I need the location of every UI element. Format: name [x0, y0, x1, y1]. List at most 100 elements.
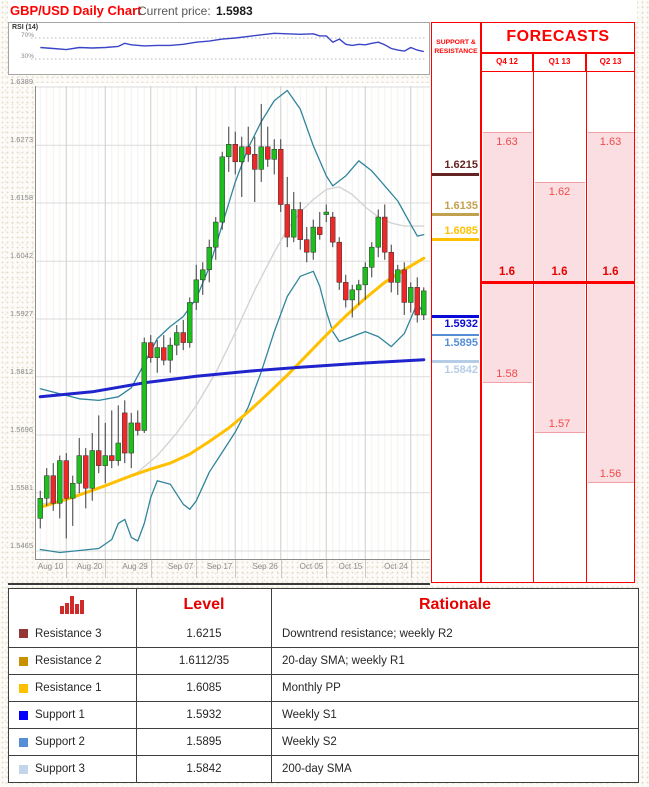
- candle-body: [102, 455, 108, 466]
- candle-body: [44, 475, 50, 499]
- x-axis-tick: [66, 560, 68, 578]
- level-name: Support 3: [35, 763, 85, 775]
- level-value-cell: 1.6112/35: [137, 647, 272, 674]
- forecast-colhead-q1-13: Q1 13: [533, 53, 586, 72]
- x-axis-label: Oct 24: [384, 562, 408, 571]
- candle-body: [310, 226, 316, 253]
- level-name: Resistance 3: [35, 627, 102, 640]
- table-row: Support 3 1.5842 200-day SMA: [9, 755, 638, 782]
- x-axis-label: Oct 05: [299, 562, 324, 571]
- candle-body: [83, 455, 89, 489]
- level-name: Support 1: [35, 709, 85, 721]
- forecast-central-label: 1.6: [551, 266, 568, 279]
- candle-body: [37, 498, 43, 519]
- forecast-central-label: 1.6: [602, 266, 619, 279]
- table-icon-cell: [9, 589, 137, 620]
- level-swatch: [19, 683, 28, 693]
- plot-background: [35, 83, 430, 560]
- candle-body: [252, 154, 258, 170]
- candle-body: [362, 267, 368, 286]
- level-value-cell: 1.5842: [137, 755, 272, 782]
- table-row: Support 2 1.5895 Weekly S2: [9, 728, 638, 755]
- level-rationale-cell: Downtrend resistance; weekly R2: [272, 620, 638, 647]
- x-axis-label: Aug 20: [76, 562, 103, 571]
- bar-chart-icon: [60, 595, 85, 614]
- support-resistance-header: SUPPORT & RESISTANCE: [431, 38, 481, 56]
- x-axis-label: Sep 07: [167, 562, 194, 571]
- candle-body: [258, 146, 264, 170]
- current-price-label: Current price:: [138, 4, 211, 18]
- table-row: Resistance 2 1.6112/35 20-day SMA; weekly …: [9, 647, 638, 674]
- level-swatch: [19, 737, 28, 747]
- level-column-header: Level: [137, 589, 272, 620]
- candle-body: [187, 302, 193, 343]
- level-rationale-cell: Monthly PP: [272, 674, 638, 701]
- x-axis-tick: [235, 560, 237, 578]
- sr-level-label-1.5842: 1.5842: [444, 363, 478, 376]
- current-price-value: 1.5983: [216, 4, 253, 18]
- y-axis-label: 1.5581: [10, 482, 33, 492]
- candle-body: [369, 246, 375, 268]
- rsi-line: [40, 32, 424, 53]
- x-axis-tick: [410, 560, 412, 578]
- bar-icon-bar: [65, 603, 69, 614]
- candle-body: [265, 146, 271, 160]
- x-axis-tick: [280, 560, 282, 578]
- y-axis-label: 1.6389: [10, 77, 33, 86]
- level-name: Support 2: [35, 736, 85, 748]
- sr-level-line-1.6085: [432, 238, 479, 241]
- candle-body: [291, 209, 297, 238]
- forecasts-title: FORECASTS: [481, 22, 635, 53]
- candle-body: [206, 246, 212, 271]
- candle-body: [356, 284, 362, 291]
- sr-level-line-1.5842: [432, 360, 479, 363]
- candle-body: [193, 279, 199, 303]
- level-name: Resistance 1: [35, 682, 102, 694]
- level-name-cell: Resistance 2: [9, 647, 137, 674]
- forecast-central-label: 1.6: [499, 266, 515, 279]
- candle-body: [226, 143, 232, 158]
- candle-body: [180, 332, 186, 343]
- forecast-low-label: 1.57: [548, 417, 571, 430]
- candle-body: [382, 216, 388, 253]
- level-value-cell: 1.6085: [137, 674, 272, 701]
- x-axis-label: Aug 29: [122, 562, 148, 571]
- candle-body: [271, 149, 277, 160]
- y-axis-label: 1.5927: [10, 309, 33, 318]
- y-axis-label: 1.5465: [10, 541, 33, 550]
- forecast-low-label: 1.56: [599, 468, 622, 481]
- candle-body: [278, 149, 284, 205]
- candle-body: [388, 251, 394, 283]
- candlestick-chart: [35, 83, 430, 560]
- candle-body: [57, 460, 63, 504]
- level-name-cell: Resistance 1: [9, 674, 137, 701]
- y-axis-label: 1.5812: [10, 366, 33, 376]
- candle-body: [245, 146, 251, 155]
- candle-body: [122, 412, 128, 454]
- candle-body: [148, 342, 154, 358]
- x-axis-label: Sep 26: [252, 562, 278, 571]
- forecast-central-line: [481, 280, 635, 284]
- x-axis-tick: [105, 560, 107, 578]
- candle-body: [336, 241, 342, 283]
- sr-level-label-1.6085: 1.6085: [444, 224, 478, 237]
- x-axis-label: Oct 15: [338, 562, 363, 571]
- candle-body: [76, 455, 82, 484]
- y-axis-label: 1.5696: [10, 425, 33, 434]
- candle-body: [89, 450, 95, 489]
- level-value-cell: 1.6215: [137, 620, 272, 647]
- level-swatch: [19, 656, 28, 666]
- candle-body: [63, 460, 69, 499]
- candle-body: [401, 269, 407, 303]
- sr-level-line-1.5932: [432, 314, 479, 318]
- table-row: Support 1 1.5932 Weekly S1: [9, 701, 638, 728]
- level-value-cell: 1.5932: [137, 701, 272, 728]
- chart-bottom-divider: [8, 583, 430, 585]
- candle-body: [232, 143, 238, 163]
- x-axis-tick: [365, 560, 367, 578]
- candle-body: [128, 422, 134, 454]
- level-name-cell: Resistance 3: [9, 620, 137, 647]
- candle-body: [109, 455, 115, 461]
- table-row: Resistance 1 1.6085 Monthly PP: [9, 674, 638, 701]
- candle-body: [96, 450, 102, 466]
